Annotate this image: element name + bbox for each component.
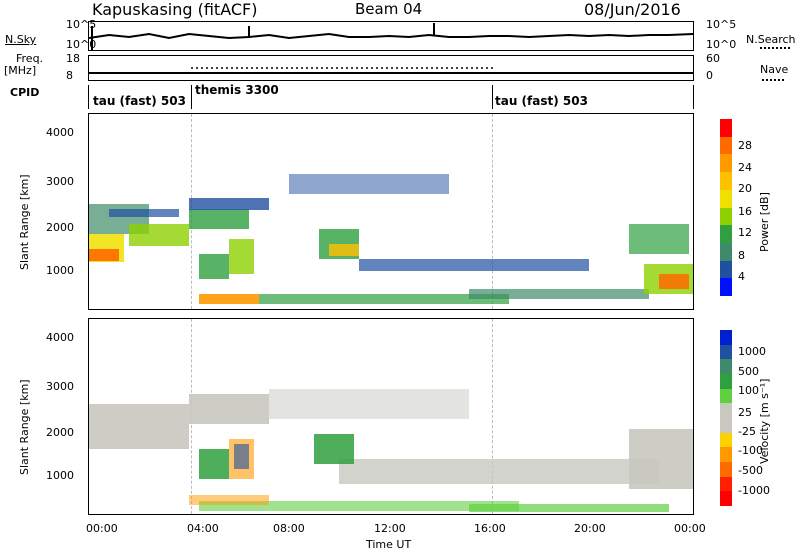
power-cbar-tick: 24 xyxy=(738,161,752,174)
power-panel xyxy=(88,113,694,310)
velocity-ytick: 3000 xyxy=(46,380,74,393)
nsky-tick-bottom: 10^0 xyxy=(66,38,97,51)
power-cbar-tick: 4 xyxy=(738,270,745,283)
xaxis-tick: 12:00 xyxy=(374,522,406,535)
velocity-ytick: 2000 xyxy=(46,426,74,439)
xaxis-tick: 20:00 xyxy=(574,522,606,535)
power-cbar-tick: 20 xyxy=(738,182,752,195)
date-title: 08/Jun/2016 xyxy=(584,0,681,19)
nsky-panel xyxy=(88,21,694,51)
nsearch-tick-top: 10^5 xyxy=(706,18,737,31)
velocity-ytick: 4000 xyxy=(46,331,74,344)
nsky-tick-top: 10^5 xyxy=(66,18,97,31)
freq-label: Freq. xyxy=(16,52,44,65)
cpid-segment-1: tau (fast) 503 xyxy=(93,94,186,108)
velocity-panel xyxy=(88,318,694,515)
cpid-divider xyxy=(492,85,493,109)
cpid-change-line xyxy=(492,319,493,514)
velocity-cbar-tick: 100 xyxy=(738,384,759,397)
nave-label: Nave xyxy=(760,63,789,76)
cpid-panel: tau (fast) 503 themis 3300 tau (fast) 50… xyxy=(88,83,694,109)
velocity-cbar-tick: -500 xyxy=(738,464,763,477)
power-ylabel: Slant Range [km] xyxy=(18,174,31,270)
nsky-label: N.Sky xyxy=(5,33,37,46)
cpid-segment-3: tau (fast) 503 xyxy=(495,94,588,108)
velocity-scatter xyxy=(89,389,693,512)
power-colorbar xyxy=(720,119,732,297)
nave-tick-bottom: 0 xyxy=(706,69,713,82)
power-cbar-tick: 8 xyxy=(738,249,745,262)
velocity-cbar-tick: 25 xyxy=(738,406,752,419)
station-title: Kapuskasing (fitACF) xyxy=(92,0,258,19)
freq-trace xyxy=(89,67,693,74)
power-ytick: 2000 xyxy=(46,221,74,234)
power-ytick: 1000 xyxy=(46,264,74,277)
velocity-colorbar-label: Velocity [m s⁻¹] xyxy=(758,378,771,464)
velocity-cbar-tick: 1000 xyxy=(738,345,766,358)
xaxis-tick: 16:00 xyxy=(474,522,506,535)
xaxis-tick: 00:00 xyxy=(674,522,706,535)
cpid-divider xyxy=(191,85,192,109)
nsearch-legend-line xyxy=(760,47,790,49)
velocity-cbar-tick: -25 xyxy=(738,425,756,438)
xaxis-tick: 04:00 xyxy=(187,522,219,535)
power-scatter xyxy=(89,174,693,304)
nave-tick-top: 60 xyxy=(706,52,720,65)
nsearch-tick-bottom: 10^0 xyxy=(706,38,737,51)
velocity-cbar-tick: -1000 xyxy=(738,484,770,497)
freq-tick-bottom: 8 xyxy=(66,69,73,82)
freq-tick-top: 18 xyxy=(66,52,80,65)
velocity-colorbar xyxy=(720,330,732,507)
beam-title: Beam 04 xyxy=(355,0,423,18)
cpid-change-line xyxy=(492,114,493,309)
power-cbar-tick: 16 xyxy=(738,205,752,218)
nsky-trace xyxy=(89,23,693,50)
xaxis-label: Time UT xyxy=(366,538,412,551)
freq-unit: [MHz] xyxy=(4,64,37,77)
velocity-cbar-tick: 500 xyxy=(738,365,759,378)
xaxis-tick: 00:00 xyxy=(86,522,118,535)
power-ytick: 3000 xyxy=(46,175,74,188)
nsearch-label: N.Search xyxy=(746,33,796,46)
power-ytick: 4000 xyxy=(46,126,74,139)
freq-panel xyxy=(88,55,694,81)
velocity-ytick: 1000 xyxy=(46,469,74,482)
cpid-label: CPID xyxy=(10,86,40,99)
power-colorbar-label: Power [dB] xyxy=(758,192,771,252)
xaxis-tick: 08:00 xyxy=(273,522,305,535)
nave-legend-line xyxy=(762,79,784,81)
power-cbar-tick: 28 xyxy=(738,139,752,152)
power-cbar-tick: 12 xyxy=(738,226,752,239)
velocity-cbar-tick: -100 xyxy=(738,444,763,457)
velocity-ylabel: Slant Range [km] xyxy=(18,379,31,475)
cpid-segment-2: themis 3300 xyxy=(195,83,279,97)
